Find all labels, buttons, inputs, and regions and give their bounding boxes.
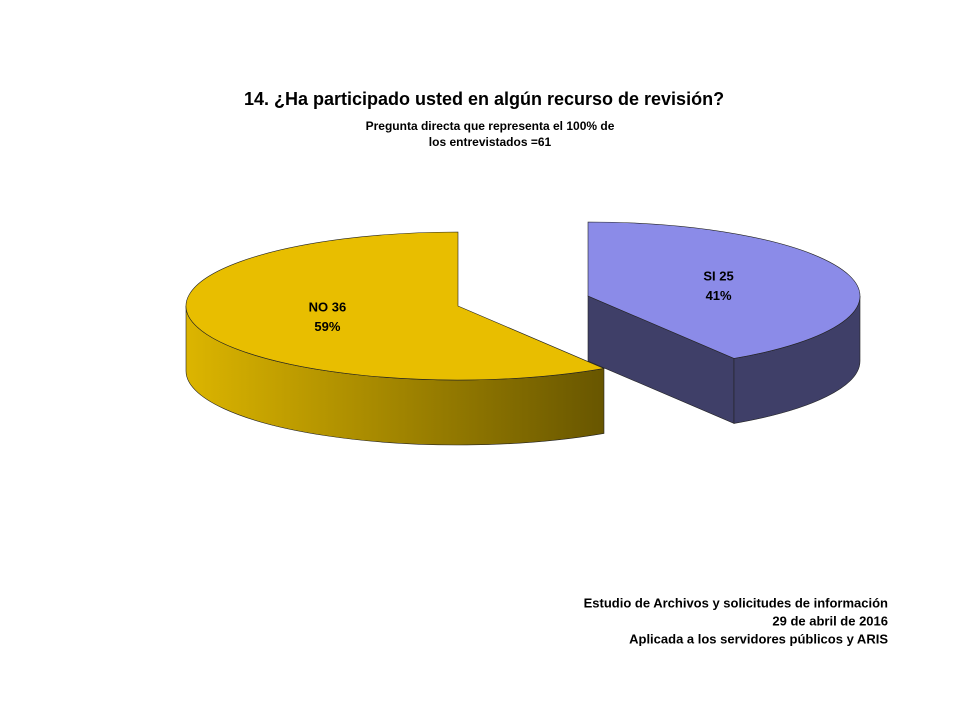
footer-note: Estudio de Archivos y solicitudes de inf… (584, 595, 888, 610)
percent-label: 59% (314, 319, 340, 334)
data-label: SI 25 (703, 269, 733, 284)
footer-note: 29 de abril de 2016 (772, 613, 888, 628)
value-label: 25 (719, 269, 733, 284)
subtitle: los entrevistados =61 (429, 135, 552, 149)
slice (587, 221, 861, 359)
percent-label: 41% (706, 288, 732, 303)
data-label: NO 36 (309, 300, 347, 315)
value-label: 36 (332, 300, 346, 315)
subtitle: Pregunta directa que representa el 100% … (366, 119, 615, 133)
pie: SI 25 41% NO 36 59% (185, 221, 861, 446)
chart-title: 14. ¿Ha participado usted en algún recur… (244, 89, 724, 109)
footer-note: Aplicada a los servidores públicos y ARI… (629, 631, 888, 646)
category-label: NO (309, 300, 329, 315)
category-label: SI (703, 269, 715, 284)
slice (185, 231, 606, 381)
